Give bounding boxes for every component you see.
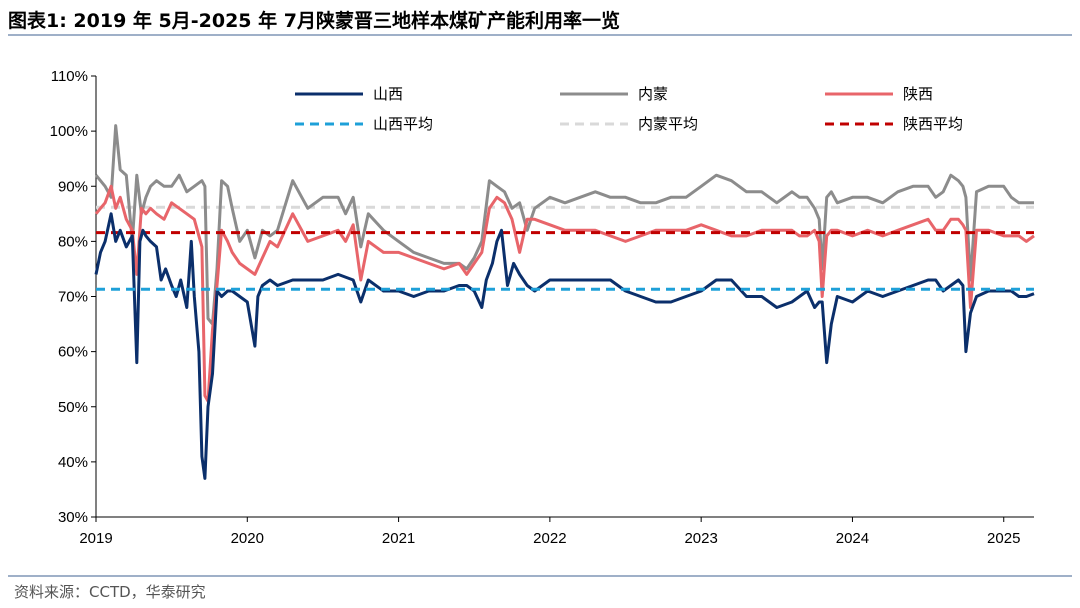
legend-label-3: 山西平均 [373,115,433,133]
top-divider [8,34,1072,36]
legend-label-1: 内蒙 [638,85,668,103]
y-tick-label: 80% [58,233,88,250]
y-tick-label: 40% [58,454,88,471]
bottom-divider [8,575,1072,577]
y-tick-label: 90% [58,178,88,195]
x-tick-label: 2025 [987,530,1020,547]
legend-label-5: 陕西平均 [903,115,963,133]
y-tick-label: 110% [51,68,88,85]
source-note: 资料来源：CCTD，华泰研究 [14,583,206,601]
legend-label-0: 山西 [373,85,403,103]
y-tick-label: 100% [50,123,88,140]
legend-label-4: 内蒙平均 [638,115,698,133]
y-tick-label: 50% [58,399,88,416]
y-tick-label: 60% [58,344,88,361]
y-tick-label: 70% [58,289,88,306]
x-tick-label: 2021 [382,530,415,547]
legend-label-2: 陕西 [903,85,933,103]
axes: 30% 40% 50% 60% 70% 80% 90% 100% 110% 2019 2020 202… [50,68,1034,547]
series-line-2 [94,184,1035,403]
y-tick-label: 30% [58,509,88,526]
x-tick-label: 2020 [231,530,264,547]
x-tick-label: 2019 [79,530,112,547]
x-tick-label: 2023 [684,530,717,547]
x-tick-label: 2024 [836,530,869,547]
x-tick-label: 2022 [533,530,566,547]
series-line-0 [94,212,1035,480]
series-line-1 [94,124,1034,326]
series-layer [94,124,1035,480]
chart-title: 图表1: 2019 年 5月-2025 年 7月陕蒙晋三地样本煤矿产能利用率一览 [8,10,620,32]
